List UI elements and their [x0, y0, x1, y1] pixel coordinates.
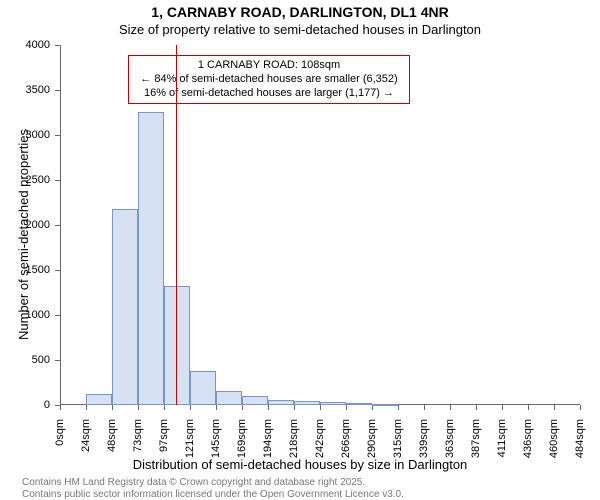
- ytick-mark: [55, 315, 60, 316]
- xtick-label: 97sqm: [158, 419, 170, 479]
- xtick-mark: [164, 405, 165, 410]
- histogram-bar: [86, 394, 112, 405]
- histogram-bar: [242, 396, 268, 405]
- ytick-mark: [55, 45, 60, 46]
- xtick-label: 266sqm: [340, 419, 352, 479]
- xtick-label: 339sqm: [418, 419, 430, 479]
- xtick-mark: [112, 405, 113, 410]
- histogram-bar: [320, 402, 346, 405]
- xtick-label: 194sqm: [262, 419, 274, 479]
- xtick-mark: [476, 405, 477, 410]
- xtick-label: 484sqm: [574, 419, 586, 479]
- xtick-label: 411sqm: [496, 419, 508, 479]
- annotation-box: 1 CARNABY ROAD: 108sqm ← 84% of semi-det…: [128, 55, 410, 104]
- ytick-label: 2000: [0, 219, 50, 231]
- xtick-label: 436sqm: [522, 419, 534, 479]
- xtick-label: 460sqm: [548, 419, 560, 479]
- ytick-mark: [55, 90, 60, 91]
- ytick-label: 1000: [0, 309, 50, 321]
- xtick-mark: [242, 405, 243, 410]
- ytick-mark: [55, 135, 60, 136]
- ytick-label: 2500: [0, 174, 50, 186]
- xtick-mark: [580, 405, 581, 410]
- chart-container: 1, CARNABY ROAD, DARLINGTON, DL1 4NR Siz…: [0, 0, 600, 500]
- xtick-label: 169sqm: [236, 419, 248, 479]
- chart-title-sub: Size of property relative to semi-detach…: [0, 22, 600, 37]
- xtick-label: 387sqm: [470, 419, 482, 479]
- ytick-label: 3500: [0, 84, 50, 96]
- xtick-label: 24sqm: [80, 419, 92, 479]
- xtick-mark: [398, 405, 399, 410]
- histogram-bar: [268, 400, 294, 405]
- footer-text-2: Contains public sector information licen…: [22, 489, 404, 500]
- xtick-mark: [528, 405, 529, 410]
- ytick-mark: [55, 360, 60, 361]
- xtick-mark: [138, 405, 139, 410]
- ytick-label: 1500: [0, 264, 50, 276]
- xtick-mark: [554, 405, 555, 410]
- histogram-bar: [190, 371, 216, 405]
- xtick-mark: [60, 405, 61, 410]
- xtick-label: 145sqm: [210, 419, 222, 479]
- histogram-bar: [112, 209, 138, 405]
- xtick-mark: [190, 405, 191, 410]
- xtick-label: 0sqm: [54, 419, 66, 479]
- xtick-label: 290sqm: [366, 419, 378, 479]
- reference-line: [176, 45, 177, 405]
- xtick-mark: [450, 405, 451, 410]
- xtick-label: 242sqm: [314, 419, 326, 479]
- histogram-bar: [294, 401, 320, 405]
- xtick-label: 73sqm: [132, 419, 144, 479]
- ytick-label: 4000: [0, 39, 50, 51]
- xtick-mark: [294, 405, 295, 410]
- xtick-mark: [268, 405, 269, 410]
- xtick-label: 218sqm: [288, 419, 300, 479]
- chart-title-main: 1, CARNABY ROAD, DARLINGTON, DL1 4NR: [0, 4, 600, 20]
- xtick-mark: [320, 405, 321, 410]
- ytick-label: 0: [0, 399, 50, 411]
- xtick-label: 48sqm: [106, 419, 118, 479]
- histogram-bar: [372, 404, 398, 406]
- xtick-mark: [424, 405, 425, 410]
- xtick-label: 315sqm: [392, 419, 404, 479]
- xtick-label: 363sqm: [444, 419, 456, 479]
- ytick-mark: [55, 180, 60, 181]
- ytick-mark: [55, 270, 60, 271]
- ytick-label: 500: [0, 354, 50, 366]
- ytick-label: 3000: [0, 129, 50, 141]
- histogram-bar: [216, 391, 242, 405]
- xtick-mark: [216, 405, 217, 410]
- xtick-mark: [502, 405, 503, 410]
- histogram-bar: [346, 403, 372, 405]
- xtick-mark: [86, 405, 87, 410]
- xtick-label: 121sqm: [184, 419, 196, 479]
- ytick-mark: [55, 225, 60, 226]
- xtick-mark: [346, 405, 347, 410]
- histogram-bar: [138, 112, 164, 405]
